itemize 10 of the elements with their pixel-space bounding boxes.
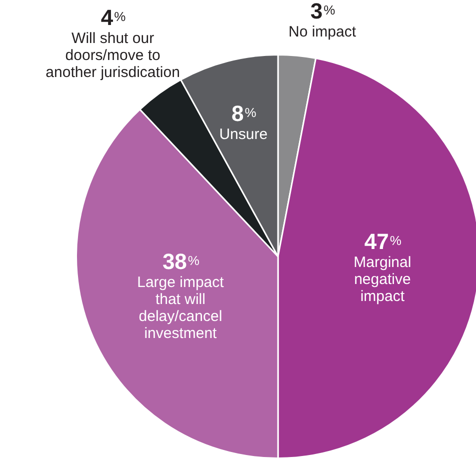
- data-label: 8%: [231, 101, 257, 126]
- slice-label: Unsure: [219, 126, 268, 144]
- data-label: 47%: [364, 228, 402, 254]
- slice-label: No impact: [288, 24, 357, 41]
- data-label: 4%: [100, 5, 126, 30]
- data-label: 3%: [310, 0, 336, 24]
- data-label: 38%: [162, 249, 200, 274]
- slice-label: Marginal negative impact: [354, 254, 412, 305]
- slice-label: Large impact that will delay/cancel investment: [137, 274, 225, 342]
- slice-label: Will shut our doors/move to another jurisdication: [46, 30, 180, 82]
